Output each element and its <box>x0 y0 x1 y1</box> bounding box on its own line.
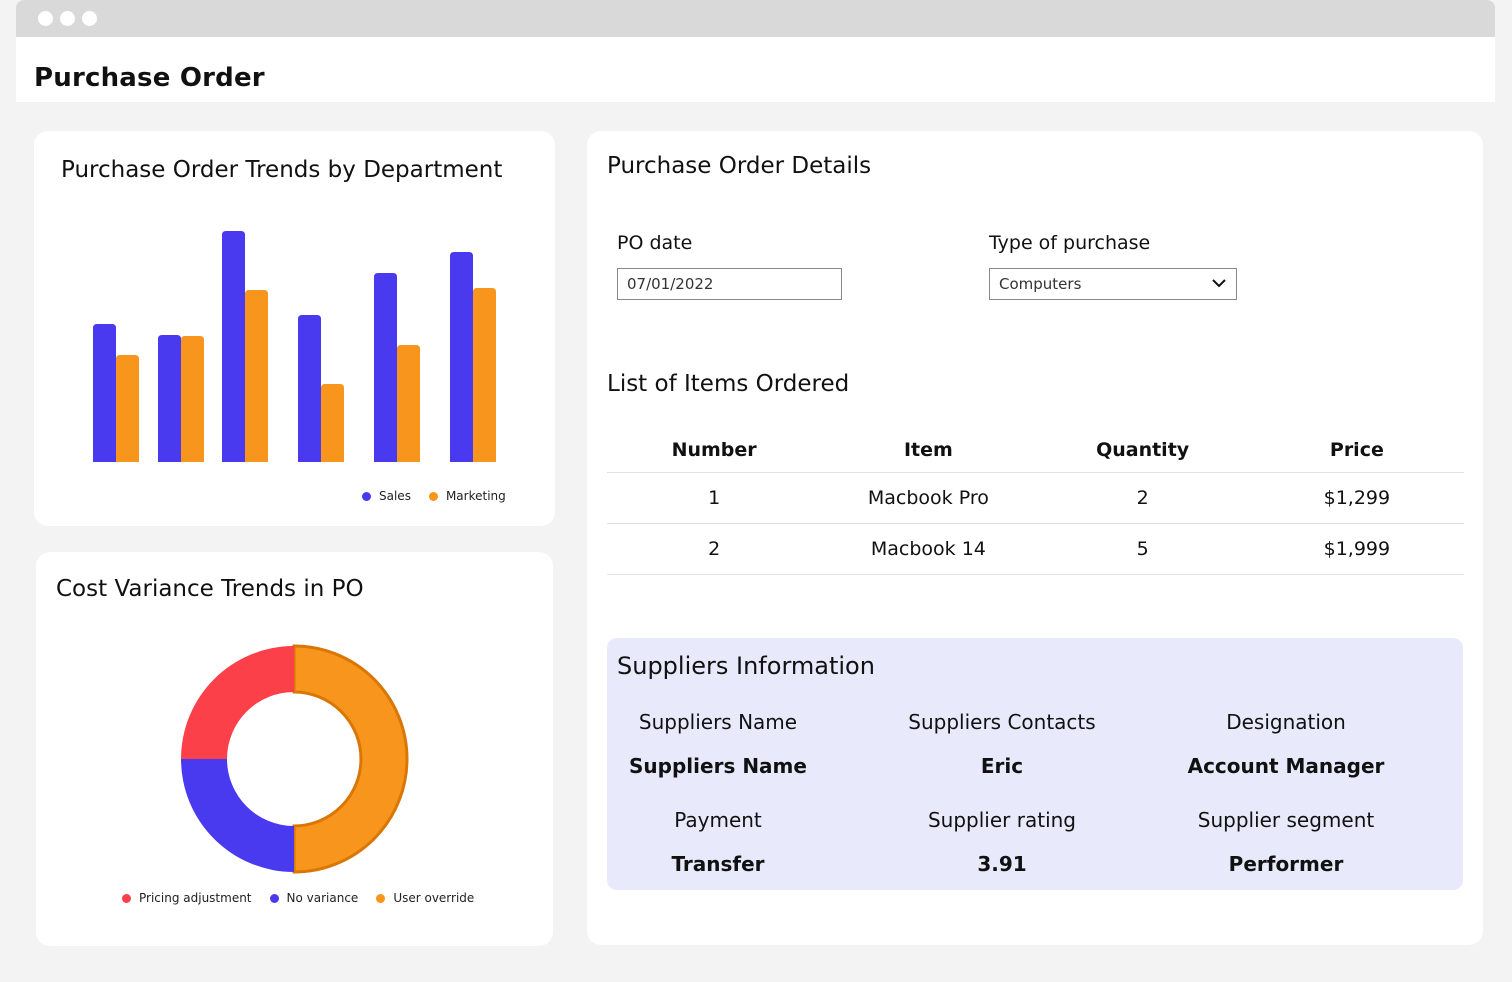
bar-marketing-1 <box>116 355 139 462</box>
window-titlebar <box>16 0 1495 37</box>
supplier-field-label: Suppliers Name <box>638 710 798 734</box>
legend-dot-marketing <box>428 491 438 501</box>
column-header-item: Item <box>903 438 953 461</box>
type-of-purchase-select[interactable]: Computers <box>989 268 1237 300</box>
items-ordered-title: List of Items Ordered <box>607 371 850 397</box>
legend-label-user-override: User override <box>393 891 475 905</box>
cell-quantity: 2 <box>1136 487 1149 509</box>
donut-slice-user-override <box>292 644 409 874</box>
legend-item-pricing-adjustment: Pricing adjustment <box>122 891 252 905</box>
cell-item: Macbook 14 <box>870 538 986 560</box>
trends-bar-chart <box>93 231 496 462</box>
supplier-field-label: Suppliers Contacts <box>908 710 1096 734</box>
page-header: Purchase Order <box>16 37 1495 102</box>
supplier-field-name: Suppliers Name Suppliers Name <box>568 710 868 778</box>
legend-dot-no-variance <box>269 893 279 903</box>
type-of-purchase-label: Type of purchase <box>989 232 1151 254</box>
variance-donut-chart <box>181 644 409 874</box>
bar-marketing-2 <box>181 336 204 462</box>
variance-card: Cost Variance Trends in PO Pricing adjus… <box>36 552 553 946</box>
page-title: Purchase Order <box>34 63 265 93</box>
bar-marketing-5 <box>397 345 420 462</box>
window-minimize-dot[interactable] <box>60 11 75 26</box>
cell-number: 2 <box>708 538 721 560</box>
legend-dot-pricing-adjustment <box>122 893 131 903</box>
bar-sales-3 <box>222 231 245 462</box>
supplier-field-label: Payment <box>674 808 762 832</box>
legend-item-marketing: Marketing <box>428 489 506 503</box>
cell-quantity: 5 <box>1136 538 1149 560</box>
table-row[interactable]: 2 Macbook 14 5 $1,999 <box>607 524 1464 575</box>
supplier-field-segment: Supplier segment Performer <box>1136 808 1436 876</box>
column-header-number: Number <box>671 438 757 461</box>
items-table: Number Item Quantity Price 1 Macbook Pro… <box>607 427 1464 575</box>
legend-label-no-variance: No variance <box>286 891 359 905</box>
trends-card-title: Purchase Order Trends by Department <box>61 157 503 183</box>
legend-dot-user-override <box>376 893 386 903</box>
po-date-label: PO date <box>617 232 693 254</box>
table-header-row: Number Item Quantity Price <box>607 427 1464 473</box>
cell-price: $1,999 <box>1323 538 1391 560</box>
legend-item-sales: Sales <box>362 489 411 503</box>
trends-card: Purchase Order Trends by Department Sale… <box>34 131 555 526</box>
supplier-field-label: Supplier rating <box>927 808 1076 832</box>
supplier-field-value: Performer <box>1228 852 1344 876</box>
supplier-field-designation: Designation Account Manager <box>1136 710 1436 778</box>
supplier-field-value: Transfer <box>671 852 765 876</box>
legend-item-no-variance: No variance <box>269 891 359 905</box>
bar-marketing-4 <box>321 384 344 462</box>
legend-dot-sales <box>362 491 371 501</box>
cell-price: $1,299 <box>1323 487 1391 509</box>
type-of-purchase-value: Computers <box>999 275 1082 293</box>
donut-slice-no-variance <box>181 759 294 872</box>
supplier-field-value: 3.91 <box>977 852 1027 876</box>
supplier-field-contacts: Suppliers Contacts Eric <box>852 710 1152 778</box>
bar-marketing-6 <box>473 288 496 462</box>
trends-legend: Sales Marketing <box>362 489 524 503</box>
variance-card-title: Cost Variance Trends in PO <box>56 576 364 602</box>
details-card-title: Purchase Order Details <box>607 153 872 179</box>
legend-label-sales: Sales <box>379 489 411 503</box>
supplier-field-value: Account Manager <box>1187 754 1385 778</box>
po-date-input[interactable]: 07/01/2022 <box>617 268 842 300</box>
supplier-field-label: Designation <box>1226 710 1346 734</box>
variance-legend: Pricing adjustment No variance User over… <box>122 891 492 905</box>
supplier-field-value: Eric <box>980 754 1024 778</box>
supplier-field-payment: Payment Transfer <box>568 808 868 876</box>
suppliers-title: Suppliers Information <box>617 652 875 680</box>
window-maximize-dot[interactable] <box>82 11 97 26</box>
bar-sales-5 <box>374 273 397 462</box>
chevron-down-icon <box>1212 279 1226 288</box>
cell-item: Macbook Pro <box>867 487 989 509</box>
window-close-dot[interactable] <box>38 11 53 26</box>
legend-item-user-override: User override <box>376 891 474 905</box>
bar-sales-6 <box>450 252 473 462</box>
supplier-field-rating: Supplier rating 3.91 <box>852 808 1152 876</box>
suppliers-panel: Suppliers Information Suppliers Name Sup… <box>607 638 1463 890</box>
bar-sales-2 <box>158 335 181 462</box>
legend-label-marketing: Marketing <box>445 489 506 503</box>
bar-sales-4 <box>298 315 321 462</box>
supplier-field-value: Suppliers Name <box>629 754 807 778</box>
bar-marketing-3 <box>245 290 268 462</box>
details-card: Purchase Order Details PO date 07/01/202… <box>587 131 1483 945</box>
column-header-price: Price <box>1329 438 1384 461</box>
column-header-quantity: Quantity <box>1096 438 1190 461</box>
table-row[interactable]: 1 Macbook Pro 2 $1,299 <box>607 473 1464 524</box>
donut-slice-pricing-adjustment <box>181 646 294 759</box>
supplier-field-label: Supplier segment <box>1197 808 1375 832</box>
bar-sales-1 <box>93 324 116 462</box>
cell-number: 1 <box>708 487 721 509</box>
legend-label-pricing-adjustment: Pricing adjustment <box>139 891 252 905</box>
